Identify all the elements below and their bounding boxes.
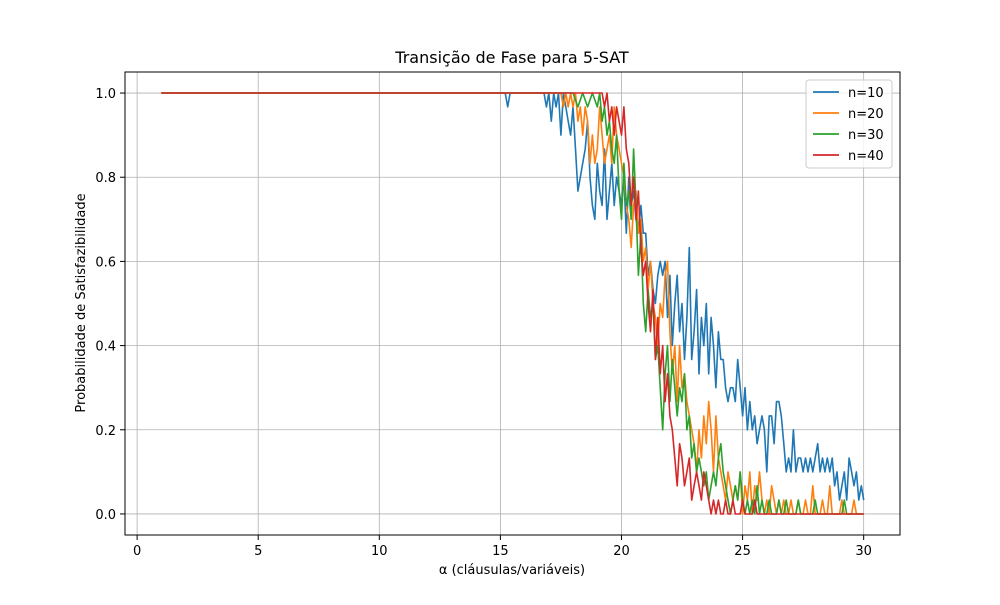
legend-label: n=20 <box>848 107 884 122</box>
x-tick-label: 10 <box>371 544 388 559</box>
plot-frame <box>124 71 901 536</box>
legend-label: n=40 <box>848 149 884 164</box>
legend-label: n=10 <box>848 86 884 101</box>
x-tick-label: 20 <box>613 544 630 559</box>
legend: n=10 n=20 n=30 n=40 <box>805 79 893 169</box>
series-line-n-20 <box>161 92 864 515</box>
x-tick-label: 25 <box>734 544 751 559</box>
legend-box <box>805 79 893 169</box>
y-tick-label: 0.2 <box>95 424 116 439</box>
chart-title: Transição de Fase para 5-SAT <box>394 48 629 67</box>
x-axis-label: α (cláusulas/variáveis) <box>439 563 585 578</box>
y-tick-label: 0.6 <box>95 255 116 270</box>
y-tick-label: 0.4 <box>95 340 116 355</box>
legend-label: n=30 <box>848 128 884 143</box>
x-tick-label: 0 <box>133 544 141 559</box>
plot-lines <box>161 92 865 515</box>
x-tick-label: 5 <box>254 544 262 559</box>
y-tick-label: 0.8 <box>95 171 116 186</box>
y-tick-label: 0.0 <box>95 508 116 523</box>
series-line-n-30 <box>161 92 864 515</box>
x-tick-label: 30 <box>855 544 872 559</box>
y-tick-label: 1.0 <box>95 87 116 102</box>
grid-lines <box>125 72 900 535</box>
y-axis-label: Probabilidade de Satisfazibilidade <box>74 193 89 412</box>
axis-ticks: 0 5 10 15 20 25 30 0.0 0.2 0.4 0.6 0.8 1.0 <box>95 87 872 559</box>
series-line-n-40 <box>161 92 864 515</box>
x-tick-label: 15 <box>492 544 509 559</box>
